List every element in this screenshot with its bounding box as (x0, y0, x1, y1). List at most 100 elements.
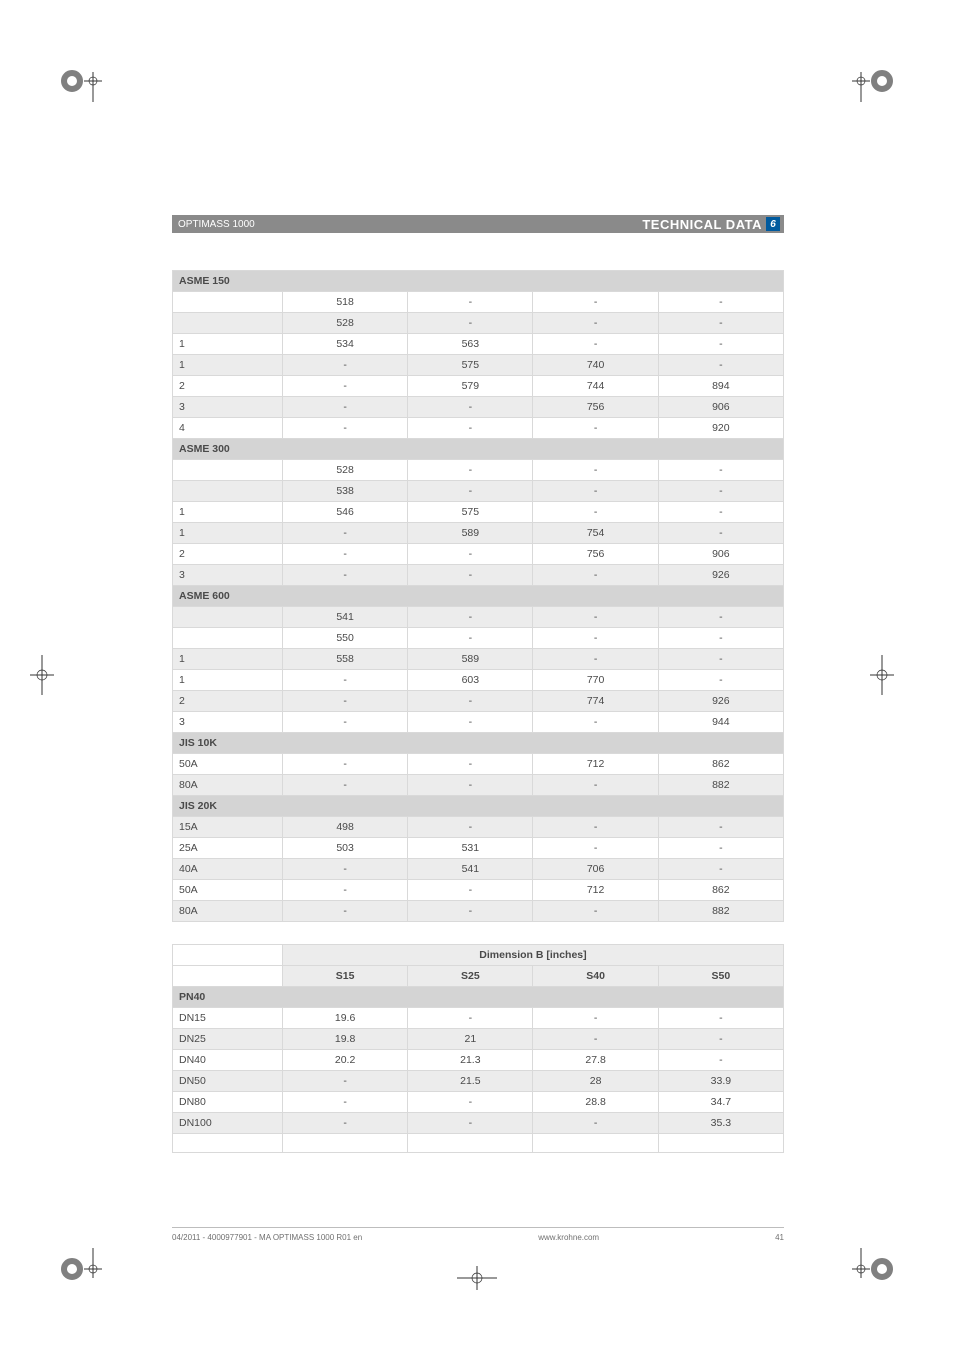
cell-value: - (408, 628, 533, 649)
row-label (173, 481, 283, 502)
cell-value: 503 (282, 838, 407, 859)
table-row: 550--- (173, 628, 784, 649)
cell-value: - (658, 649, 783, 670)
cell-value: 756 (533, 544, 658, 565)
cell-value: - (282, 1092, 407, 1113)
cell-value: - (408, 544, 533, 565)
row-label: 4 (173, 418, 283, 439)
chapter-badge: 6 (766, 217, 780, 231)
section-name: ASME 150 (173, 271, 784, 292)
cell-value: - (408, 565, 533, 586)
cell-value: - (408, 712, 533, 733)
cell-value: 906 (658, 544, 783, 565)
table-header-row: Dimension B [inches] (173, 945, 784, 966)
row-label: DN40 (173, 1050, 283, 1071)
row-label: 2 (173, 544, 283, 565)
cell-value: - (533, 418, 658, 439)
crop-mark-icon (60, 60, 102, 102)
table-row: 3---944 (173, 712, 784, 733)
cell-value: - (408, 880, 533, 901)
cell-value: - (408, 481, 533, 502)
cell-value: 33.9 (658, 1071, 783, 1092)
cell-value: - (408, 313, 533, 334)
row-label: 40A (173, 859, 283, 880)
row-label: 1 (173, 649, 283, 670)
cell-value: 926 (658, 691, 783, 712)
cell-value: 518 (282, 292, 407, 313)
cell-value: - (533, 460, 658, 481)
cell-value: 563 (408, 334, 533, 355)
cell-value: 528 (282, 460, 407, 481)
cell-value: 531 (408, 838, 533, 859)
table-row: 1546575-- (173, 502, 784, 523)
table-row: 1558589-- (173, 649, 784, 670)
table-row (173, 1134, 784, 1153)
cell-value: - (533, 628, 658, 649)
table-row: 528--- (173, 460, 784, 481)
product-name: OPTIMASS 1000 (178, 219, 255, 230)
row-label (173, 1134, 283, 1153)
cell-value: 20.2 (282, 1050, 407, 1071)
row-label: 2 (173, 376, 283, 397)
cell-value: - (282, 565, 407, 586)
cell-value: 575 (408, 502, 533, 523)
cell-value: - (408, 397, 533, 418)
column-header: S40 (533, 966, 658, 987)
row-label: 1 (173, 355, 283, 376)
crop-mark-icon (870, 655, 894, 695)
cell-value: 926 (658, 565, 783, 586)
table-row: 80A---882 (173, 901, 784, 922)
cell-value: - (408, 817, 533, 838)
footer-rule (172, 1227, 784, 1228)
row-label: 3 (173, 397, 283, 418)
cell-value: - (533, 817, 658, 838)
cell-value: - (282, 1113, 407, 1134)
row-label: DN50 (173, 1071, 283, 1092)
empty-cell (173, 966, 283, 987)
column-header: S50 (658, 966, 783, 987)
cell-value: 882 (658, 901, 783, 922)
cell-value: 19.6 (282, 1008, 407, 1029)
cell-value: 862 (658, 754, 783, 775)
table-row: 1-575740- (173, 355, 784, 376)
row-label: 50A (173, 880, 283, 901)
cell-value: 770 (533, 670, 658, 691)
cell-value: - (408, 607, 533, 628)
cell-value: - (282, 355, 407, 376)
row-label: 15A (173, 817, 283, 838)
page-footer: 04/2011 - 4000977901 - MA OPTIMASS 1000 … (172, 1233, 784, 1242)
cell-value: - (658, 502, 783, 523)
section-header-row: JIS 20K (173, 796, 784, 817)
cell-value: 754 (533, 523, 658, 544)
page-header: OPTIMASS 1000 TECHNICAL DATA 6 (172, 215, 784, 233)
cell-value: - (533, 502, 658, 523)
cell-value: - (658, 355, 783, 376)
empty-cell (173, 945, 283, 966)
cell-value: - (658, 628, 783, 649)
cell-value: - (408, 1113, 533, 1134)
cell-value: - (533, 334, 658, 355)
cell-value: 589 (408, 649, 533, 670)
table-row: 528--- (173, 313, 784, 334)
cell-value: - (282, 775, 407, 796)
cell-value: - (658, 859, 783, 880)
crop-mark-icon (852, 60, 894, 102)
cell-value: 862 (658, 880, 783, 901)
cell-value: - (408, 775, 533, 796)
cell-value: 498 (282, 817, 407, 838)
cell-value: 740 (533, 355, 658, 376)
table-row: DN100---35.3 (173, 1113, 784, 1134)
cell-value: 882 (658, 775, 783, 796)
cell-value: - (658, 817, 783, 838)
cell-value: - (533, 292, 658, 313)
table-row: DN4020.221.327.8- (173, 1050, 784, 1071)
cell-value: - (533, 901, 658, 922)
cell-value: 21.3 (408, 1050, 533, 1071)
cell-value: - (658, 1008, 783, 1029)
table-row: 2-579744894 (173, 376, 784, 397)
cell-value: 21 (408, 1029, 533, 1050)
cell-value: - (533, 838, 658, 859)
cell-value: 19.8 (282, 1029, 407, 1050)
cell-value: 894 (658, 376, 783, 397)
cell-value: - (658, 334, 783, 355)
